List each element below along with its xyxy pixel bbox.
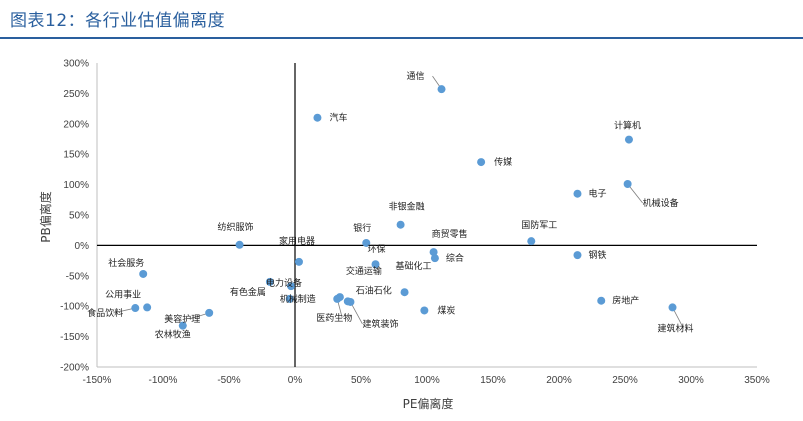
data-point [624,135,633,144]
data-point [573,251,582,260]
data-point [346,297,355,306]
data-point [235,240,244,249]
point-label: 电子 [588,188,606,200]
point-label: 通信 [407,70,425,82]
point-label: 机械制造 [280,293,316,305]
data-point [362,238,371,247]
point-label: 纺织服饰 [218,221,254,233]
y-tick-label: 50% [69,211,89,222]
point-label: 食品饮料 [87,307,123,319]
point-label: 公用事业 [105,288,141,300]
data-point [420,306,429,315]
data-point [371,260,380,269]
data-points [131,85,677,330]
x-tick-labels: -150% -100% -50% 0% 50% 100% 150% 200% 250% 300% 3… [83,375,770,386]
point-label: 非银金融 [389,201,425,213]
point-label: 机械设备 [643,197,679,209]
point-label: 农林牧渔 [155,329,191,341]
data-point [131,304,140,313]
point-label: 石油石化 [356,284,392,296]
x-tick-label: 250% [612,375,638,386]
x-tick-label: 300% [678,375,704,386]
y-tick-label: 100% [63,180,89,191]
gridlines [96,63,757,368]
y-tick-label: -50% [66,271,89,282]
y-tick-label: -150% [60,332,89,343]
data-point [400,288,409,297]
point-label: 商贸零售 [432,228,468,240]
point-label: 传媒 [494,156,512,168]
point-label: 有色金属 [230,286,266,298]
data-point [437,85,446,94]
y-tick-labels: -200% -150% -100% -50% 0% 50% 100% 150% 200% 250%… [60,59,89,374]
data-point [287,282,296,291]
point-label: 煤炭 [437,304,455,316]
y-tick-label: -200% [60,363,89,374]
point-label: 建筑装饰 [362,318,398,330]
y-tick-label: 150% [63,150,89,161]
point-label: 电力设备 [266,277,302,289]
x-tick-label: 350% [744,375,770,386]
x-tick-label: 200% [546,375,572,386]
y-tick-label: 250% [63,89,89,100]
data-point [597,296,606,305]
point-label: 计算机 [614,120,641,132]
data-point [265,277,274,286]
x-axis-title: PE偏离度 [403,396,454,411]
data-point [178,321,187,330]
data-point [294,257,303,266]
y-tick-label: 0% [75,241,90,252]
point-label: 综合 [446,252,464,264]
point-label: 交通运输 [346,265,382,277]
point-label: 家用电器 [279,235,315,247]
point-label: 房地产 [612,295,639,307]
x-tick-label: 100% [414,375,440,386]
x-tick-label: 150% [480,375,506,386]
y-axis-title: PB偏离度 [38,191,53,242]
data-point [430,254,439,263]
point-label: 美容护理 [164,313,200,325]
data-point [285,294,294,303]
point-label: 国防军工 [521,219,557,231]
y-tick-label: -100% [60,302,89,313]
title-rule [0,37,803,39]
figure-title: 图表12：各行业估值偏离度 [10,11,226,31]
point-label: 汽车 [329,112,347,124]
point-label: 基础化工 [396,260,432,272]
data-point [396,220,405,229]
data-point [527,237,536,246]
data-point [205,308,214,317]
x-tick-label: 50% [351,375,371,386]
point-label: 社会服务 [108,257,144,269]
data-point [573,189,582,198]
axes [97,63,757,367]
data-point [477,158,486,167]
data-point [143,303,152,312]
label-leader-line [350,301,363,325]
y-tick-label: 200% [63,119,89,130]
x-tick-label: -150% [83,375,112,386]
point-label: 医药生物 [316,312,352,324]
point-label: 钢铁 [588,249,606,261]
point-label: 银行 [353,222,371,234]
data-point [139,269,148,278]
point-label: 环保 [368,243,386,255]
x-tick-label: -50% [217,375,240,386]
y-tick-label: 300% [63,59,89,70]
x-tick-label: -100% [149,375,178,386]
x-tick-label: 0% [288,375,303,386]
data-point [313,113,322,122]
point-label: 建筑材料 [658,322,694,334]
data-point [668,303,677,312]
label-leader-line [627,183,643,204]
data-point [623,179,632,188]
data-point [333,294,342,303]
data-point [429,248,438,257]
